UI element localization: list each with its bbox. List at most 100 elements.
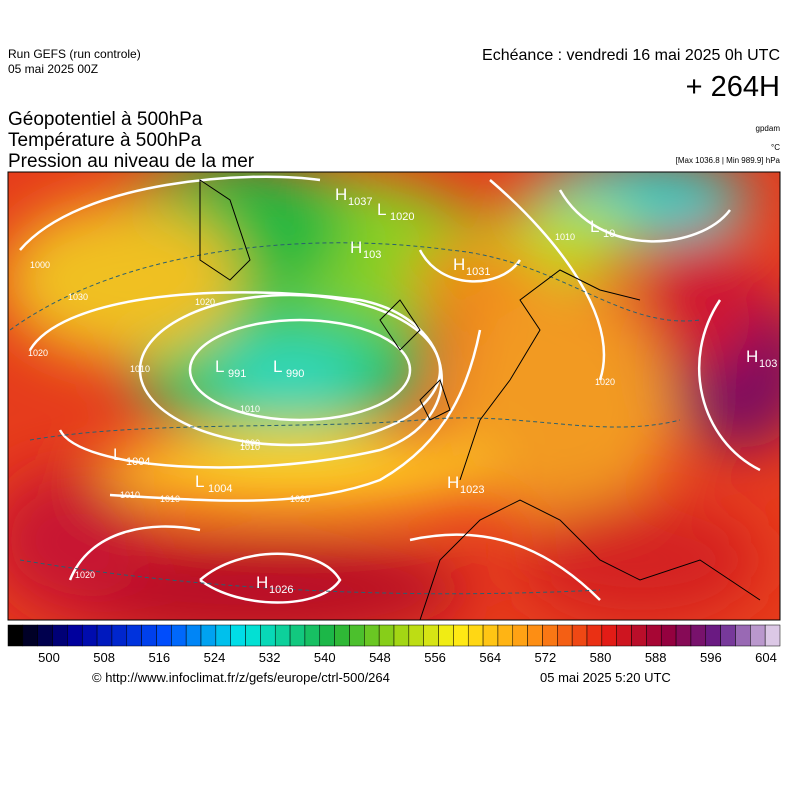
colorbar-tick-label: 596 [700, 650, 722, 665]
colorbar-tick-label: 580 [590, 650, 612, 665]
footer-url: © http://www.infoclimat.fr/z/gefs/europe… [92, 670, 390, 685]
colorbar-swatch [616, 624, 632, 647]
colorbar-swatch [408, 624, 424, 647]
center-letter: L [273, 357, 282, 376]
colorbar-swatch [319, 624, 335, 647]
colorbar-swatch [289, 624, 306, 647]
colorbar: 500 508 516 524 532 540 548 556 564 572 580 588 596 6… [7, 624, 781, 665]
center-value: 991 [228, 368, 246, 380]
colorbar-swatch [260, 624, 276, 647]
colorbar-swatch [378, 624, 395, 647]
colorbar-swatch [764, 624, 781, 647]
center-value: 10 [603, 228, 615, 240]
isobar-label: 1020 [290, 494, 310, 504]
center-value: 1004 [208, 483, 232, 495]
colorbar-swatch [660, 624, 677, 647]
isobar-label: 1020 [28, 348, 48, 358]
center-letter: H [453, 255, 465, 274]
colorbar-swatch [81, 624, 98, 647]
colorbar-swatch [482, 624, 499, 647]
colorbar-swatch [200, 624, 217, 647]
isobar-label: 1010 [555, 232, 575, 242]
colorbar-swatch [7, 624, 24, 647]
colorbar-swatch [571, 624, 588, 647]
colorbar-tick-label: 532 [259, 650, 281, 665]
title-line: Géopotentiel à 500hPa [8, 109, 203, 130]
unit-temperature: °C [771, 143, 780, 152]
colorbar-swatch [111, 624, 128, 647]
run-label: Run GEFS (run controle) [8, 47, 141, 61]
colorbar-swatch [557, 624, 573, 647]
center-letter: L [195, 472, 204, 491]
center-letter: H [256, 573, 268, 592]
colorbar-tick-label: 516 [148, 650, 170, 665]
colorbar-swatch [67, 624, 83, 647]
center-letter: L [215, 357, 224, 376]
isobar-label: 1000 [30, 260, 50, 270]
colorbar-swatch [512, 624, 528, 647]
colorbar-swatch [37, 624, 53, 647]
colorbar-swatch [423, 624, 439, 647]
colorbar-swatch [141, 624, 157, 647]
colorbar-swatch [438, 624, 454, 647]
center-letter: H [335, 185, 347, 204]
map-frame [7, 171, 781, 621]
isobar-label: 1010 [130, 364, 150, 374]
center-value: 103 [759, 358, 777, 370]
isobar-label: 1010 [160, 494, 180, 504]
center-value: 1026 [269, 584, 293, 596]
colorbar-swatch [542, 624, 558, 647]
footer-generated: 05 mai 2025 5:20 UTC [540, 670, 671, 685]
center-value: 1020 [390, 211, 414, 223]
colorbar-swatch [185, 624, 202, 647]
colorbar-tick-label: 564 [479, 650, 501, 665]
colorbar-tick-label: 548 [369, 650, 391, 665]
colorbar-swatch [274, 624, 291, 647]
isobar-label: 1010 [120, 490, 140, 500]
isobar-label: 1010 [240, 442, 260, 452]
colorbar-swatch [304, 624, 321, 647]
colorbar-swatch [126, 624, 142, 647]
title-line: Pression au niveau de la mer [8, 151, 255, 172]
center-value: 1031 [466, 266, 490, 278]
colorbar-swatch [467, 624, 484, 647]
isobar-label: 1000 [240, 438, 260, 448]
colorbar-swatch [349, 624, 365, 647]
pressure-range: [Max 1036.8 | Min 989.9] hPa [676, 156, 781, 165]
center-value: 103 [363, 249, 381, 261]
echeance: Echéance : vendredi 16 mai 2025 0h UTC [482, 47, 780, 64]
colorbar-tick-label: 540 [314, 650, 336, 665]
colorbar-swatch [171, 624, 187, 647]
unit-geopotential: gpdam [756, 124, 781, 133]
colorbar-swatch [22, 624, 38, 647]
colorbar-swatch [156, 624, 172, 647]
center-letter: H [350, 238, 362, 257]
colorbar-swatch [675, 624, 692, 647]
isobar-label: 1020 [195, 297, 215, 307]
colorbar-swatch [453, 624, 469, 647]
lead-time: + 264H [686, 71, 780, 103]
isobar-label: 1020 [75, 570, 95, 580]
isobar-label: 1030 [68, 292, 88, 302]
center-letter: L [377, 200, 386, 219]
colorbar-swatch [690, 624, 707, 647]
isobar-label: 1010 [240, 404, 260, 414]
colorbar-swatch [735, 624, 751, 647]
colorbar-tick-label: 524 [204, 650, 226, 665]
colorbar-swatch [364, 624, 380, 647]
colorbar-swatch [527, 624, 543, 647]
colorbar-swatch [230, 624, 246, 647]
colorbar-swatch [334, 624, 350, 647]
colorbar-swatch [52, 624, 68, 647]
colorbar-swatch [750, 624, 766, 647]
title-line: Température à 500hPa [8, 130, 202, 151]
colorbar-swatch [393, 624, 410, 647]
colorbar-swatch [215, 624, 231, 647]
colorbar-swatch [96, 624, 113, 647]
center-value: 1004 [126, 456, 150, 468]
colorbar-swatch [586, 624, 603, 647]
center-letter: H [746, 347, 758, 366]
center-value: 990 [286, 368, 304, 380]
